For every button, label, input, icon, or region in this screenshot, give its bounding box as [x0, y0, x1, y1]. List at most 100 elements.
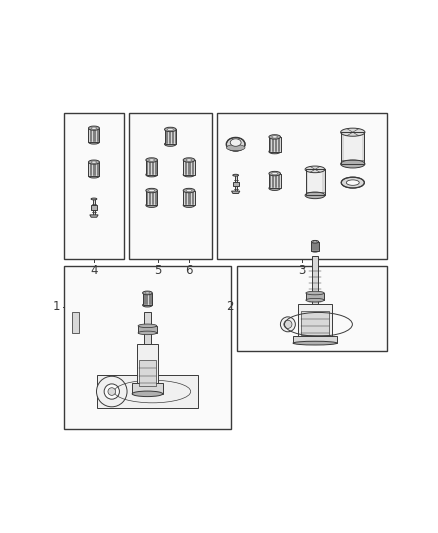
Bar [144, 312, 151, 344]
Bar [233, 182, 239, 187]
Bar [32, 312, 38, 333]
Ellipse shape [272, 173, 278, 175]
Ellipse shape [341, 128, 365, 136]
Bar [93, 199, 95, 215]
Bar [91, 205, 97, 210]
Ellipse shape [313, 241, 317, 243]
Bar [293, 336, 337, 343]
Bar [88, 128, 99, 142]
Ellipse shape [138, 324, 157, 328]
Ellipse shape [269, 135, 280, 139]
Text: 4: 4 [90, 264, 98, 277]
Bar [129, 113, 212, 259]
Bar [146, 191, 158, 205]
Ellipse shape [143, 303, 152, 307]
Ellipse shape [183, 173, 195, 177]
Ellipse shape [91, 127, 97, 129]
Text: 3: 3 [298, 264, 305, 277]
Ellipse shape [145, 292, 150, 294]
Ellipse shape [186, 189, 192, 192]
Bar [311, 242, 318, 251]
Ellipse shape [146, 158, 158, 162]
Text: 1: 1 [53, 300, 60, 313]
Bar [234, 175, 237, 191]
Bar [64, 113, 124, 259]
Ellipse shape [165, 127, 176, 132]
Ellipse shape [88, 174, 99, 178]
Ellipse shape [88, 126, 99, 130]
Ellipse shape [132, 391, 162, 397]
Circle shape [104, 384, 120, 399]
Ellipse shape [272, 136, 278, 138]
Ellipse shape [146, 188, 158, 193]
Text: 6: 6 [185, 264, 193, 277]
Bar [306, 169, 308, 195]
Ellipse shape [226, 144, 245, 151]
Ellipse shape [226, 138, 245, 151]
Ellipse shape [306, 291, 324, 295]
Ellipse shape [305, 192, 325, 199]
Ellipse shape [146, 203, 158, 207]
Ellipse shape [183, 158, 195, 162]
Ellipse shape [341, 160, 365, 168]
Bar [269, 174, 280, 188]
Bar [137, 344, 158, 389]
Ellipse shape [346, 180, 359, 185]
Ellipse shape [149, 159, 155, 161]
Ellipse shape [138, 331, 157, 335]
Ellipse shape [269, 172, 280, 176]
Ellipse shape [88, 140, 99, 144]
Bar [183, 160, 195, 175]
Bar [72, 312, 79, 333]
Circle shape [96, 376, 127, 407]
Ellipse shape [149, 189, 155, 192]
Bar [269, 137, 280, 151]
Bar [138, 326, 157, 333]
Ellipse shape [183, 188, 195, 193]
Ellipse shape [230, 139, 241, 146]
Bar [306, 293, 324, 300]
Bar [132, 383, 162, 394]
Ellipse shape [165, 142, 176, 147]
Bar [306, 169, 325, 195]
Ellipse shape [269, 149, 280, 154]
Bar [306, 169, 325, 195]
Bar [88, 162, 99, 176]
Ellipse shape [88, 160, 99, 164]
Polygon shape [90, 215, 98, 217]
Bar [237, 266, 387, 351]
Circle shape [108, 387, 116, 395]
Ellipse shape [167, 128, 173, 131]
Ellipse shape [91, 198, 97, 200]
Bar [298, 304, 332, 338]
Bar [341, 132, 364, 164]
Bar [143, 293, 152, 305]
Bar [139, 360, 156, 386]
Ellipse shape [186, 159, 192, 161]
Bar [341, 132, 344, 164]
Ellipse shape [143, 291, 152, 295]
Ellipse shape [91, 161, 97, 163]
Bar [362, 132, 364, 164]
Ellipse shape [233, 174, 239, 176]
Ellipse shape [293, 341, 337, 345]
Bar [217, 113, 387, 259]
Circle shape [280, 317, 295, 332]
Ellipse shape [183, 203, 195, 207]
Ellipse shape [305, 166, 325, 173]
Ellipse shape [306, 298, 324, 302]
Text: 2: 2 [226, 300, 234, 313]
Bar [183, 191, 195, 205]
Ellipse shape [146, 173, 158, 177]
Bar [322, 169, 325, 195]
Bar [301, 311, 329, 335]
Ellipse shape [269, 186, 280, 190]
Bar [64, 266, 230, 429]
Ellipse shape [311, 249, 318, 252]
Bar [146, 160, 158, 175]
Bar [312, 256, 318, 304]
Circle shape [284, 320, 292, 328]
Ellipse shape [341, 177, 364, 188]
Ellipse shape [311, 240, 318, 243]
Bar [96, 375, 198, 408]
